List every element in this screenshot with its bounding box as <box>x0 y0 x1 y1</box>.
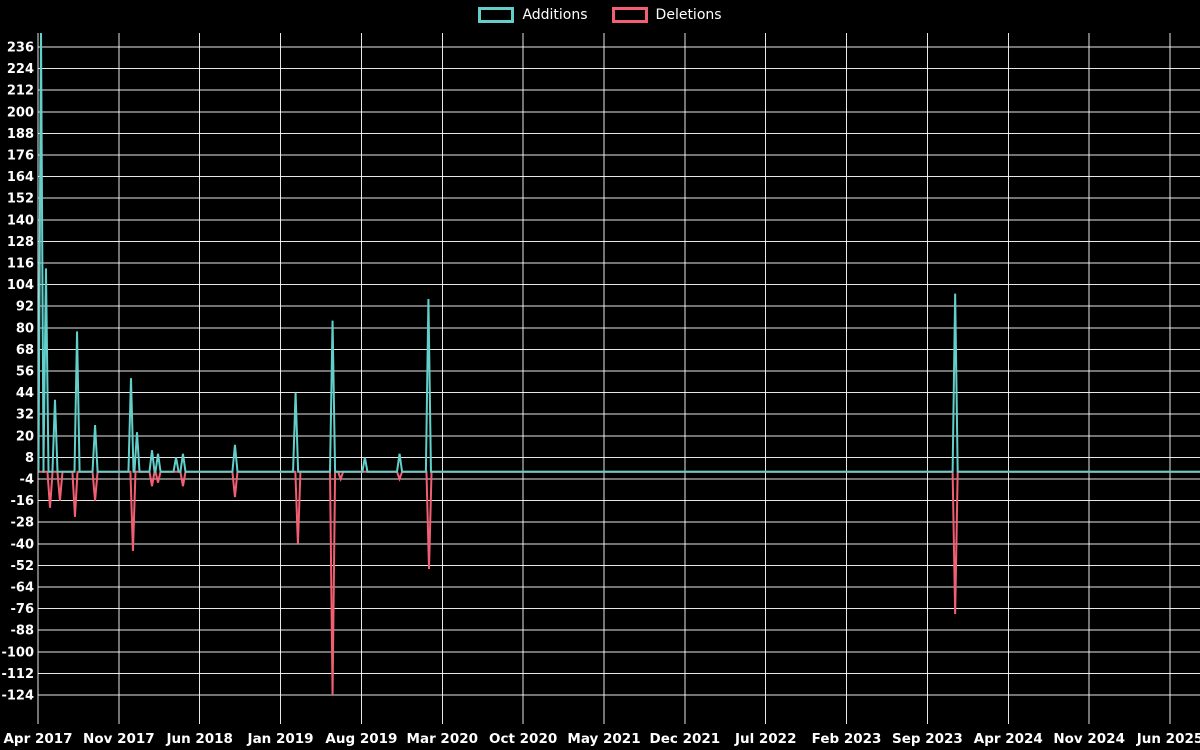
legend-item-additions[interactable]: Additions <box>478 7 588 23</box>
svg-text:-76: -76 <box>11 602 35 617</box>
svg-text:Mar 2020: Mar 2020 <box>407 731 478 747</box>
svg-text:May 2021: May 2021 <box>567 731 640 747</box>
svg-text:Jul 2022: Jul 2022 <box>734 731 797 747</box>
svg-text:-112: -112 <box>1 667 34 682</box>
svg-text:164: 164 <box>7 170 34 185</box>
deletions-swatch <box>611 7 648 23</box>
svg-text:-52: -52 <box>11 559 35 574</box>
svg-text:56: 56 <box>16 365 34 380</box>
svg-text:Nov 2017: Nov 2017 <box>83 731 155 747</box>
svg-text:Sep 2023: Sep 2023 <box>892 731 963 747</box>
deletions-label: Deletions <box>655 7 722 23</box>
svg-text:104: 104 <box>7 278 34 293</box>
svg-text:140: 140 <box>7 213 34 228</box>
svg-text:Nov 2024: Nov 2024 <box>1053 731 1125 747</box>
svg-text:Jun 2018: Jun 2018 <box>165 731 233 747</box>
svg-text:-88: -88 <box>11 624 35 639</box>
svg-text:44: 44 <box>16 386 34 401</box>
svg-text:Apr 2024: Apr 2024 <box>974 731 1043 747</box>
svg-text:20: 20 <box>16 429 34 444</box>
svg-text:32: 32 <box>16 408 34 423</box>
svg-text:-64: -64 <box>11 581 35 596</box>
svg-text:-4: -4 <box>20 473 34 488</box>
svg-text:236: 236 <box>7 41 34 56</box>
svg-text:Jun 2025: Jun 2025 <box>1136 731 1200 747</box>
svg-text:176: 176 <box>7 149 34 164</box>
chart-legend: Additions Deletions <box>0 7 1200 23</box>
svg-text:188: 188 <box>7 127 34 142</box>
svg-text:-40: -40 <box>11 537 35 552</box>
svg-text:224: 224 <box>7 62 34 77</box>
svg-text:116: 116 <box>7 257 34 272</box>
legend-item-deletions[interactable]: Deletions <box>611 7 722 23</box>
svg-text:-16: -16 <box>11 494 35 509</box>
additions-swatch <box>478 7 515 23</box>
svg-text:128: 128 <box>7 235 34 250</box>
svg-text:-124: -124 <box>1 689 34 704</box>
svg-text:Dec 2021: Dec 2021 <box>650 731 721 747</box>
svg-text:212: 212 <box>7 84 34 99</box>
svg-text:-28: -28 <box>11 516 35 531</box>
svg-text:200: 200 <box>7 105 34 120</box>
svg-text:Apr 2017: Apr 2017 <box>3 731 72 747</box>
svg-text:80: 80 <box>16 321 34 336</box>
svg-text:Feb 2023: Feb 2023 <box>812 731 882 747</box>
svg-text:Aug 2019: Aug 2019 <box>325 731 397 747</box>
additions-label: Additions <box>522 7 588 23</box>
svg-text:92: 92 <box>16 300 34 315</box>
svg-text:Jan 2019: Jan 2019 <box>247 731 314 747</box>
svg-text:68: 68 <box>16 343 34 358</box>
svg-text:8: 8 <box>25 451 34 466</box>
svg-text:Oct 2020: Oct 2020 <box>489 731 557 747</box>
svg-text:-100: -100 <box>1 645 34 660</box>
svg-text:152: 152 <box>7 192 34 207</box>
